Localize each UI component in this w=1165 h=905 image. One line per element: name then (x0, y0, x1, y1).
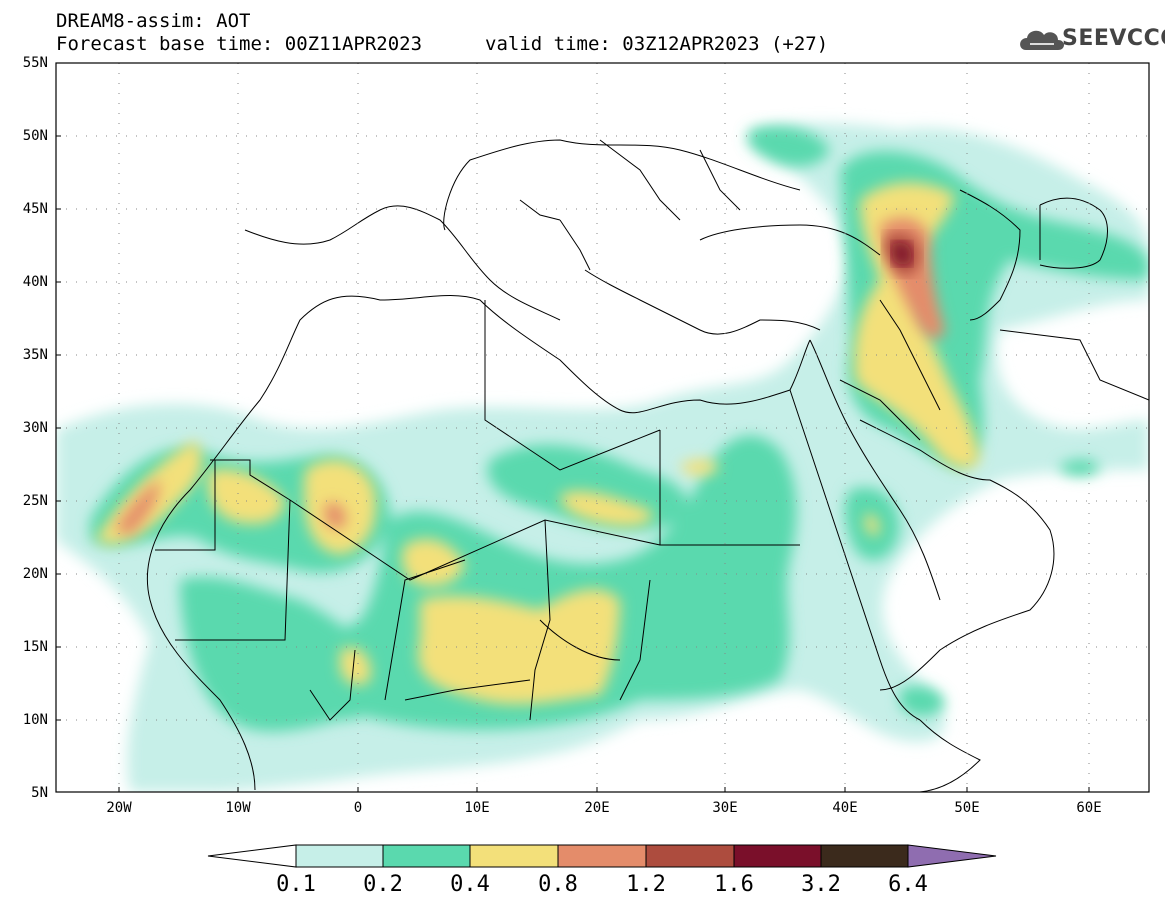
colorbar-bin (295, 844, 384, 868)
lat-label: 35N (22, 347, 48, 363)
colorbar-level-label: 0.2 (363, 872, 403, 897)
colorbar-level-label: 6.4 (888, 872, 928, 897)
lat-label: 15N (22, 639, 48, 655)
lat-label: 30N (22, 420, 48, 436)
lat-label: 45N (22, 201, 48, 217)
cloud-icon (1020, 30, 1064, 50)
lon-label: 40E (832, 800, 858, 816)
colorbar-bin (557, 844, 647, 868)
colorbar-bin (645, 844, 735, 868)
lon-label: 60E (1076, 800, 1102, 816)
lat-label: 20N (22, 566, 48, 582)
colorbar-level-label: 0.1 (276, 872, 316, 897)
lon-label: 20W (106, 800, 132, 816)
colorbar-under-arrow (207, 844, 297, 868)
colorbar-over-arrow (907, 844, 997, 868)
lat-label: 10N (22, 712, 48, 728)
lon-label: 30E (712, 800, 738, 816)
colorbar-level-label: 1.6 (714, 872, 754, 897)
base-time-label: Forecast base time: 00Z11APR2023 (56, 33, 423, 55)
valid-time-label: valid time: 03Z12APR2023 (+27) (485, 33, 829, 55)
colorbar-level-label: 3.2 (801, 872, 841, 897)
colorbar (207, 844, 997, 868)
axis-ticks (56, 62, 1090, 792)
colorbar-level-label: 0.8 (538, 872, 578, 897)
lat-label: 50N (22, 128, 48, 144)
colorbar-bin (820, 844, 909, 868)
lat-label: 5N (31, 785, 48, 801)
seevccc-logo: SEEVCCC (1062, 26, 1165, 51)
lon-label: 10W (225, 800, 251, 816)
lon-label: 10E (464, 800, 490, 816)
colorbar-level-label: 0.4 (450, 872, 490, 897)
grid-lines (56, 63, 1149, 792)
lon-label: 50E (954, 800, 980, 816)
coastlines (146, 139, 1149, 792)
colorbar-bin (469, 844, 559, 868)
lon-label: 0 (353, 800, 363, 816)
aot-shading (56, 123, 1149, 792)
colorbar-bin (382, 844, 471, 868)
lat-label: 55N (22, 55, 48, 71)
colorbar-bin (733, 844, 822, 868)
lat-label: 25N (22, 493, 48, 509)
lat-label: 40N (22, 274, 48, 290)
lon-label: 20E (584, 800, 610, 816)
model-title: DREAM8-assim: AOT (56, 10, 251, 32)
colorbar-level-label: 1.2 (626, 872, 666, 897)
